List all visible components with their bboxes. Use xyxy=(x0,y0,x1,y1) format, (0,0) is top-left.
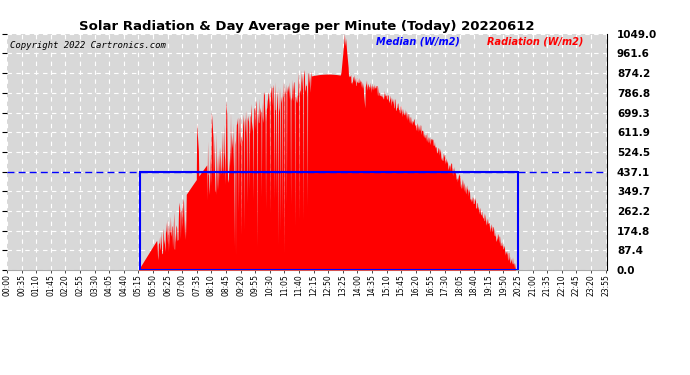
Text: Median (W/m2): Median (W/m2) xyxy=(376,36,460,46)
Text: Radiation (W/m2): Radiation (W/m2) xyxy=(487,36,584,46)
Title: Solar Radiation & Day Average per Minute (Today) 20220612: Solar Radiation & Day Average per Minute… xyxy=(79,20,535,33)
Bar xyxy=(140,171,518,270)
Text: Copyright 2022 Cartronics.com: Copyright 2022 Cartronics.com xyxy=(10,41,166,50)
